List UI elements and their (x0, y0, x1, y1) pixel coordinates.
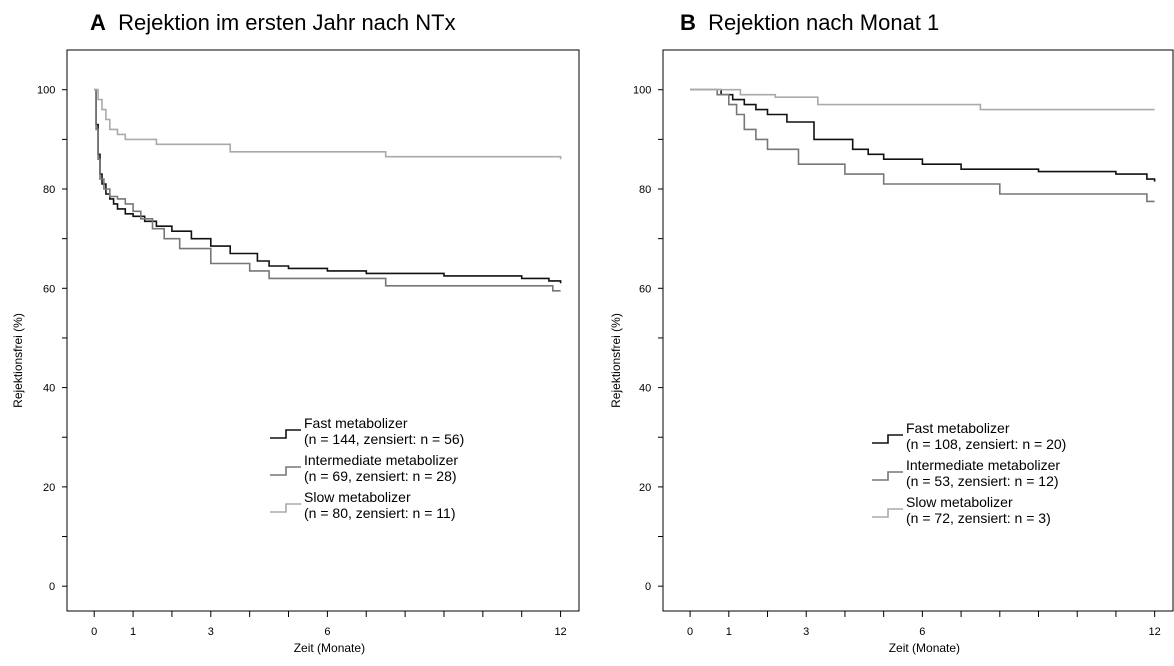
x-tick-label: 6 (324, 626, 330, 638)
series-line-1 (94, 88, 562, 284)
y-axis-label: Rejektionsfrei (%) (11, 313, 25, 408)
legend-series-name: Slow metabolizer (906, 494, 1013, 510)
panel-title: B Rejektion nach Monat 1 (680, 10, 939, 35)
x-tick-label: 6 (919, 626, 925, 638)
y-tick-label: 100 (633, 85, 651, 97)
plot-frame (662, 49, 1174, 612)
y-tick-label: 80 (639, 184, 651, 196)
series-line-3 (94, 88, 562, 160)
legend-swatch (872, 471, 903, 481)
x-tick-label: 12 (554, 626, 566, 638)
legend-swatch (270, 503, 301, 513)
legend-series-name: Fast metabolizer (304, 415, 408, 431)
series-line-2 (690, 88, 1155, 203)
x-tick-label: 1 (130, 626, 136, 638)
x-tick-label: 0 (91, 626, 97, 638)
panel-b: B Rejektion nach Monat 1 0 20 40 60 80 100 0 1 3 6… (609, 10, 1174, 655)
legend-series-count: (n = 72, zensiert: n = 3) (906, 510, 1051, 526)
series-line-3 (690, 88, 1155, 111)
legend-swatch (872, 434, 903, 444)
plot-frame (66, 49, 580, 612)
legend-series-count: (n = 53, zensiert: n = 12) (906, 473, 1059, 489)
series-line-1 (690, 88, 1156, 182)
y-tick-label: 0 (49, 581, 55, 593)
panel-title: A Rejektion im ersten Jahr nach NTx (90, 10, 456, 35)
y-tick-label: 60 (43, 283, 55, 295)
series-line-2 (94, 88, 561, 292)
y-tick-label: 100 (37, 85, 55, 97)
x-tick-label: 0 (687, 626, 693, 638)
legend-swatch (270, 466, 301, 476)
y-tick-label: 20 (639, 482, 651, 494)
x-axis-label: Zeit (Monate) (294, 641, 365, 655)
legend-series-name: Intermediate metabolizer (304, 452, 458, 468)
legend-series-count: (n = 108, zensiert: n = 20) (906, 436, 1066, 452)
y-tick-label: 0 (645, 581, 651, 593)
y-tick-label: 40 (639, 383, 651, 395)
panel-a: A Rejektion im ersten Jahr nach NTx 0 20 40… (11, 10, 580, 655)
y-tick-label: 40 (43, 383, 55, 395)
panel-letter: B (680, 10, 696, 35)
legend-swatch (872, 508, 903, 518)
legend-series-name: Slow metabolizer (304, 489, 411, 505)
legend-series-count: (n = 69, zensiert: n = 28) (304, 468, 457, 484)
y-axis-label: Rejektionsfrei (%) (609, 313, 623, 408)
panel-letter: A (90, 10, 106, 35)
y-tick-label: 20 (43, 482, 55, 494)
x-tick-label: 1 (726, 626, 732, 638)
panel-title-text: Rejektion im ersten Jahr nach NTx (118, 10, 455, 35)
x-tick-label: 12 (1149, 626, 1161, 638)
y-tick-label: 80 (43, 184, 55, 196)
x-axis-label: Zeit (Monate) (889, 641, 960, 655)
legend-series-count: (n = 80, zensiert: n = 11) (304, 505, 456, 521)
x-tick-label: 3 (208, 626, 214, 638)
x-tick-label: 3 (803, 626, 809, 638)
y-tick-label: 60 (639, 283, 651, 295)
panel-title-text: Rejektion nach Monat 1 (708, 10, 939, 35)
legend-series-name: Intermediate metabolizer (906, 457, 1060, 473)
legend-series-name: Fast metabolizer (906, 420, 1010, 436)
legend-swatch (270, 429, 301, 439)
legend-series-count: (n = 144, zensiert: n = 56) (304, 431, 464, 447)
